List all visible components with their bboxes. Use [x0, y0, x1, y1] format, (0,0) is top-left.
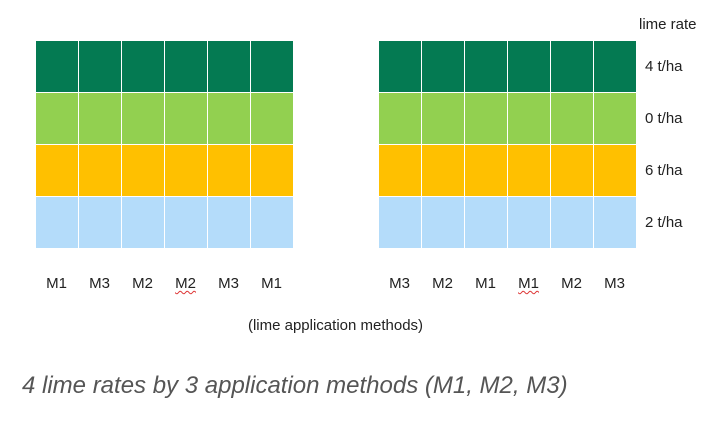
plot-cell	[422, 197, 464, 248]
plot-cell	[594, 93, 636, 144]
plot-cell	[122, 93, 164, 144]
rate-label-1: 4 t/ha	[645, 58, 683, 75]
method-label: M1	[518, 275, 539, 292]
plot-cell	[594, 41, 636, 92]
plot-cell	[551, 145, 593, 196]
plot-cell	[208, 93, 250, 144]
plot-cell	[79, 93, 121, 144]
block-left	[36, 41, 293, 249]
plot-cell	[165, 145, 207, 196]
plot-cell	[251, 93, 293, 144]
plot-cell	[122, 41, 164, 92]
plot-cell	[122, 145, 164, 196]
plot-cell	[379, 93, 421, 144]
plot-cell	[508, 41, 550, 92]
rate-band	[36, 197, 293, 248]
plot-cell	[379, 41, 421, 92]
rate-band	[36, 145, 293, 196]
plot-cell	[465, 93, 507, 144]
method-label: M2	[175, 275, 196, 292]
plot-cell	[165, 197, 207, 248]
plot-cell	[508, 145, 550, 196]
method-label: M2	[561, 275, 582, 292]
plot-cell	[251, 41, 293, 92]
plot-cell	[251, 145, 293, 196]
plot-cell	[79, 197, 121, 248]
method-label: M1	[261, 275, 282, 292]
plot-cell	[422, 145, 464, 196]
plot-cell	[551, 93, 593, 144]
plot-cell	[165, 41, 207, 92]
plot-cell	[36, 41, 78, 92]
plot-cell	[208, 197, 250, 248]
plot-cell	[551, 41, 593, 92]
plot-cell	[508, 93, 550, 144]
plot-cell	[379, 145, 421, 196]
block-right	[379, 41, 636, 249]
method-label: M3	[604, 275, 625, 292]
plot-cell	[465, 197, 507, 248]
method-label: M3	[89, 275, 110, 292]
plot-cell	[36, 145, 78, 196]
rate-band	[379, 93, 636, 144]
plot-cell	[379, 197, 421, 248]
plot-cell	[208, 145, 250, 196]
rate-band	[36, 41, 293, 92]
plot-cell	[122, 197, 164, 248]
plot-cell	[508, 197, 550, 248]
plot-cell	[465, 41, 507, 92]
axis-label: (lime application methods)	[247, 317, 424, 334]
caption: 4 lime rates by 3 application methods (M…	[22, 372, 568, 399]
plot-cell	[422, 41, 464, 92]
plot-cell	[79, 41, 121, 92]
plot-cell	[422, 93, 464, 144]
plot-cell	[79, 145, 121, 196]
legend-title: lime rate	[639, 16, 697, 33]
plot-cell	[594, 145, 636, 196]
method-label: M2	[132, 275, 153, 292]
plot-cell	[36, 93, 78, 144]
method-label: M3	[389, 275, 410, 292]
plot-cell	[594, 197, 636, 248]
method-label: M2	[432, 275, 453, 292]
method-label: M1	[46, 275, 67, 292]
rate-band	[379, 41, 636, 92]
rate-label-4: 2 t/ha	[645, 214, 683, 231]
method-label: M3	[218, 275, 239, 292]
plot-cell	[208, 41, 250, 92]
rate-label-3: 6 t/ha	[645, 162, 683, 179]
plot-cell	[551, 197, 593, 248]
rate-band	[379, 197, 636, 248]
method-label: M1	[475, 275, 496, 292]
plot-cell	[36, 197, 78, 248]
rate-band	[379, 145, 636, 196]
plot-cell	[165, 93, 207, 144]
plot-cell	[251, 197, 293, 248]
rate-label-2: 0 t/ha	[645, 110, 683, 127]
plot-cell	[465, 145, 507, 196]
rate-band	[36, 93, 293, 144]
